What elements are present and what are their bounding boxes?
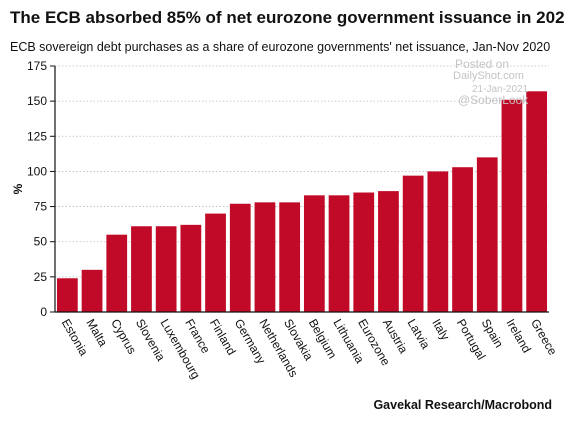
bar-lithuania (328, 195, 350, 312)
chart-title: The ECB absorbed 85% of net eurozone gov… (10, 8, 564, 27)
x-tick-label-italy: Italy (429, 317, 452, 343)
bar-spain (476, 157, 498, 312)
bar-estonia (56, 278, 78, 312)
watermark-posted-on: Posted on (455, 57, 510, 71)
y-tick-label-0: 0 (40, 305, 47, 319)
bar-portugal (452, 167, 473, 312)
y-axis-label: % (11, 183, 25, 194)
bar-belgium (303, 195, 325, 312)
bar-germany (229, 203, 251, 312)
y-tick-label-175: 175 (27, 59, 47, 73)
y-tick-label-75: 75 (34, 200, 48, 214)
y-tick-label-25: 25 (34, 270, 48, 284)
y-tick-label-150: 150 (27, 94, 47, 108)
bar-italy (427, 171, 449, 312)
watermark-site: DailyShot.com (453, 70, 524, 82)
bar-greece (526, 91, 548, 312)
watermark-date: 21-Jan-2021 (472, 84, 529, 95)
bar-eurozone (353, 192, 375, 312)
y-tick-label-50: 50 (34, 235, 48, 249)
bar-slovenia (131, 226, 152, 312)
bar-finland (205, 213, 226, 312)
watermark-handle: @SoberLook (458, 93, 529, 107)
bar-netherlands (254, 202, 276, 312)
bar-malta (81, 269, 103, 312)
bar-luxembourg (155, 226, 177, 312)
bar-austria (378, 191, 399, 312)
chart-source: Gavekal Research/Macrobond (373, 398, 552, 412)
bar-cyprus (106, 234, 128, 312)
bar-slovakia (279, 202, 301, 312)
bar-france (180, 224, 202, 312)
bar-latvia (402, 175, 424, 312)
chart-subtitle: ECB sovereign debt purchases as a share … (10, 40, 551, 54)
y-tick-label-125: 125 (27, 129, 47, 143)
x-tick-label-greece: Greece (528, 317, 560, 358)
bar-ireland (501, 99, 523, 312)
y-tick-label-100: 100 (27, 164, 47, 178)
